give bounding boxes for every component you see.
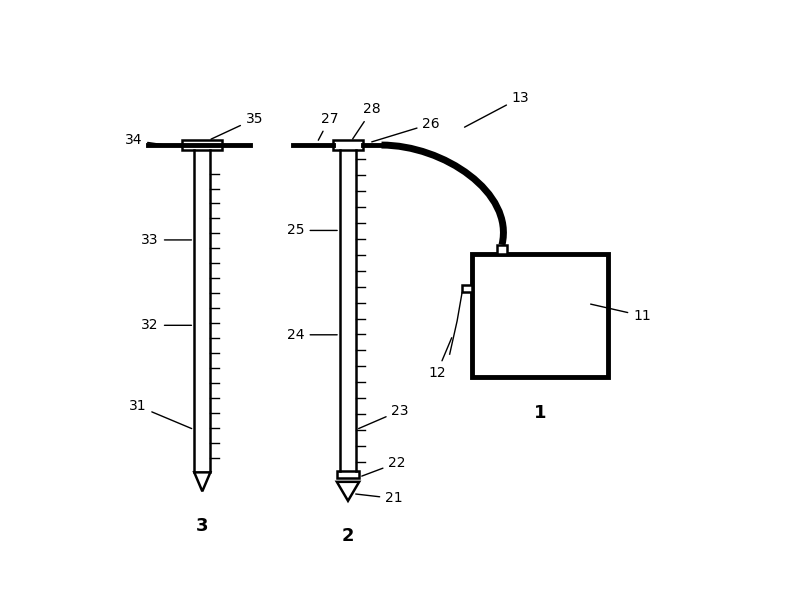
Text: 21: 21 <box>356 492 403 506</box>
Text: 28: 28 <box>353 102 381 139</box>
Text: 34: 34 <box>125 133 162 147</box>
Text: 23: 23 <box>358 403 409 429</box>
Text: 1: 1 <box>534 403 546 421</box>
Bar <box>497 245 507 254</box>
Text: 3: 3 <box>196 517 209 535</box>
Text: 26: 26 <box>372 116 440 142</box>
Text: 11: 11 <box>590 304 651 323</box>
Polygon shape <box>472 254 608 378</box>
Text: 25: 25 <box>287 224 337 237</box>
Text: 22: 22 <box>362 456 406 476</box>
Text: 24: 24 <box>287 328 337 342</box>
Text: 12: 12 <box>428 338 452 380</box>
Bar <box>462 285 472 293</box>
Text: 35: 35 <box>211 112 263 139</box>
Polygon shape <box>194 472 210 492</box>
Polygon shape <box>182 140 222 150</box>
Text: 2: 2 <box>342 527 354 545</box>
Polygon shape <box>337 471 359 478</box>
Text: 32: 32 <box>142 318 191 332</box>
Text: 33: 33 <box>142 233 191 247</box>
Text: 31: 31 <box>129 399 192 429</box>
Polygon shape <box>337 482 359 501</box>
Polygon shape <box>333 140 363 150</box>
Text: 27: 27 <box>318 112 338 140</box>
Text: 13: 13 <box>465 91 530 127</box>
